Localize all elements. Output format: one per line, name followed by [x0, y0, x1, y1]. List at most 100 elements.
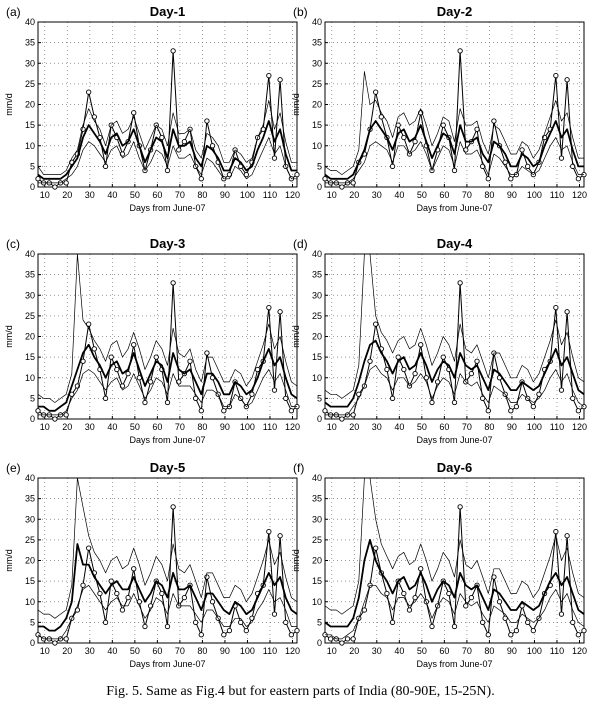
observed-point [63, 636, 69, 642]
observed-point [389, 619, 396, 626]
x-tick-label: 10 [327, 646, 337, 656]
observed-point [35, 408, 41, 414]
observed-point [114, 590, 120, 597]
x-tick-label: 10 [327, 422, 337, 432]
observed-point [91, 346, 97, 352]
y-tick-label: 10 [25, 373, 35, 383]
chart-panel-b: 10 20 30 40 50 60 70 80 90 100 110 120 0 5 10 15 20 25 30 3… [291, 4, 587, 213]
observed-point [243, 171, 249, 178]
x-tick-label: 20 [62, 422, 72, 432]
y-tick-label: 15 [25, 120, 35, 130]
y-tick-label: 25 [312, 311, 322, 321]
observed-point [288, 408, 295, 414]
observed-point [170, 504, 176, 510]
observed-point [102, 395, 109, 402]
observed-point [108, 578, 114, 584]
observed-point [384, 366, 390, 373]
y-tick-label: 20 [25, 556, 35, 566]
observed-point [480, 619, 486, 626]
chart-panel-e: 10 20 30 40 50 60 70 80 90 100 110 120 0 5 10 15 20 25 30 3… [4, 460, 300, 669]
x-tick-label: 120 [285, 422, 300, 432]
observed-point [451, 167, 458, 174]
x-tick-label: 60 [152, 646, 162, 656]
x-tick-label: 70 [462, 190, 472, 200]
observed-point [508, 632, 514, 638]
x-tick-label: 80 [484, 646, 494, 656]
x-tick-label: 40 [107, 646, 117, 656]
y-tick-label: 30 [25, 514, 35, 524]
x-tick-label: 110 [263, 422, 277, 432]
x-tick-label: 50 [417, 422, 427, 432]
x-tick-label: 40 [394, 646, 404, 656]
observed-point [170, 280, 176, 286]
x-tick-label: 30 [372, 646, 382, 656]
y-tick-label: 35 [312, 270, 322, 280]
y-tick-label: 25 [25, 535, 35, 545]
x-tick-label: 10 [40, 646, 50, 656]
x-tick-label: 30 [372, 422, 382, 432]
observed-point [288, 632, 295, 638]
observed-point [344, 636, 351, 642]
y-tick-label: 10 [312, 597, 322, 607]
x-tick-label: 70 [462, 422, 472, 432]
x-axis-label: Days from June-07 [129, 435, 205, 445]
observed-point [277, 309, 283, 315]
x-tick-label: 100 [240, 422, 255, 432]
series-line-forecast-upper [324, 477, 585, 615]
observed-point [446, 590, 452, 597]
y-tick-label: 0 [317, 182, 322, 192]
observed-point [373, 89, 379, 95]
panel-label: (c) [6, 237, 20, 251]
observed-point [271, 387, 278, 393]
y-tick-label: 15 [25, 576, 35, 586]
observed-point [131, 566, 137, 572]
x-tick-label: 70 [175, 422, 185, 432]
observed-point [570, 619, 576, 626]
observed-point [525, 163, 531, 170]
panel-label: (b) [293, 5, 308, 19]
y-tick-label: 15 [312, 576, 322, 586]
y-tick-label: 0 [30, 414, 35, 424]
observed-point [164, 167, 171, 174]
observed-point [97, 590, 103, 597]
observed-point [283, 395, 289, 402]
y-axis-label: mm/d [4, 325, 14, 348]
observed-point [249, 391, 255, 397]
y-tick-label: 5 [317, 393, 322, 403]
chart-panel-d: 10 20 30 40 50 60 70 80 90 100 110 120 0 5 10 15 20 25 30 3… [291, 236, 587, 445]
observed-point [508, 176, 514, 182]
observed-point [52, 416, 58, 422]
x-tick-label: 60 [152, 422, 162, 432]
observed-point [412, 370, 418, 377]
observed-point [204, 118, 210, 124]
observed-point [350, 180, 356, 186]
observed-point [491, 118, 497, 124]
x-tick-label: 70 [462, 646, 472, 656]
x-tick-label: 110 [550, 646, 564, 656]
observed-point [429, 399, 435, 406]
x-axis-label: Days from June-07 [416, 203, 492, 213]
x-tick-label: 90 [507, 422, 517, 432]
observed-point [153, 354, 159, 360]
figure-caption: Fig. 5. Same as Fig.4 but for eastern pa… [106, 684, 495, 699]
observed-point [564, 309, 570, 315]
y-tick-label: 20 [312, 556, 322, 566]
observed-point [384, 590, 390, 597]
x-tick-label: 110 [263, 190, 277, 200]
y-axis-label: mm/d [291, 93, 301, 116]
observed-point [322, 408, 328, 414]
observed-point [164, 623, 171, 630]
y-tick-label: 5 [30, 161, 35, 171]
observed-point [575, 632, 582, 638]
x-axis-label: Days from June-07 [129, 659, 205, 669]
x-tick-label: 50 [417, 646, 427, 656]
observed-point [198, 632, 204, 638]
panel-label: (e) [6, 461, 21, 475]
x-tick-label: 120 [572, 646, 587, 656]
y-tick-label: 20 [25, 332, 35, 342]
observed-point [221, 408, 227, 414]
x-axis-label: Days from June-07 [416, 659, 492, 669]
observed-point [131, 342, 137, 348]
observed-point [142, 399, 148, 406]
x-tick-label: 60 [152, 190, 162, 200]
